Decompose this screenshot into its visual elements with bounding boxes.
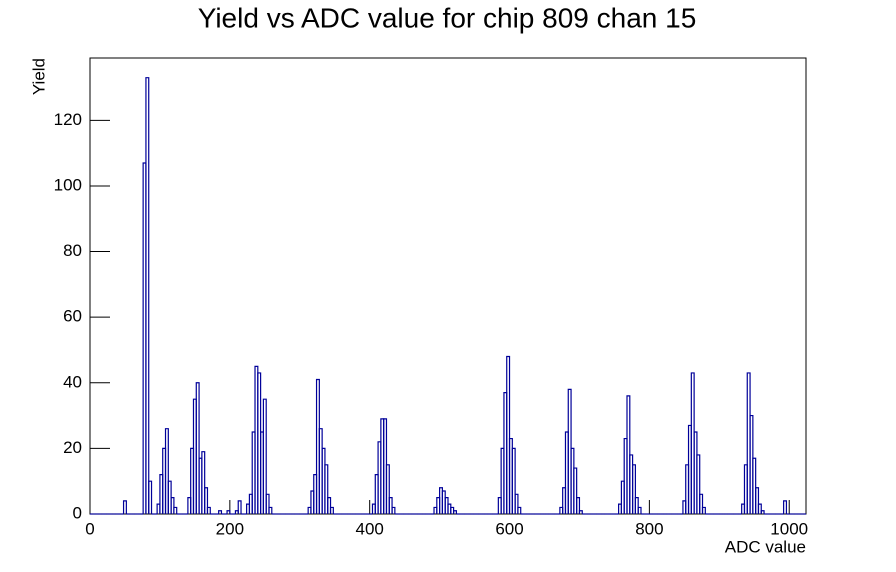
y-axis-label: Yield	[29, 58, 48, 95]
x-tick-label: 800	[635, 519, 663, 538]
histogram-bar	[385, 464, 390, 514]
y-tick-label: 0	[73, 503, 82, 522]
chart-title: Yield vs ADC value for chip 809 chan 15	[198, 2, 697, 33]
histogram-bar	[329, 506, 334, 514]
histogram-bar	[195, 382, 200, 514]
histogram-bar	[783, 500, 788, 514]
histogram-bar	[634, 496, 639, 514]
histogram-bar	[573, 467, 578, 514]
histogram-bar	[268, 506, 273, 514]
histogram-bar	[262, 398, 267, 514]
histogram-bar	[757, 503, 762, 514]
x-axis-label: ADC value	[725, 537, 806, 556]
histogram-bar	[506, 355, 511, 514]
x-tick-label: 200	[216, 519, 244, 538]
histogram-bar	[578, 510, 583, 514]
histogram-bar	[452, 510, 457, 514]
histogram-bar	[760, 510, 765, 514]
histogram-bar	[324, 464, 329, 514]
y-tick-label: 80	[63, 241, 82, 260]
histogram-bar	[173, 506, 178, 514]
histogram-bar	[148, 480, 153, 514]
histogram-bar	[696, 454, 701, 514]
histogram-bar	[327, 496, 332, 514]
x-tick-label: 0	[85, 519, 94, 538]
y-tick-label: 40	[63, 372, 82, 391]
x-tick-label: 1000	[770, 519, 808, 538]
y-tick-label: 120	[54, 110, 82, 129]
histogram-bar	[576, 496, 581, 514]
histogram-bar	[511, 447, 516, 514]
y-tick-label: 100	[54, 175, 82, 194]
histogram-bar	[388, 496, 393, 514]
histogram-bar	[122, 500, 127, 514]
x-tick-label: 400	[356, 519, 384, 538]
histogram-bar	[206, 506, 211, 514]
x-tick-label: 600	[495, 519, 523, 538]
histogram-bar	[631, 464, 636, 514]
histogram-bar	[514, 493, 519, 514]
histogram-bar	[218, 510, 223, 514]
histogram-bar	[237, 500, 242, 514]
histogram-bar	[145, 77, 150, 514]
histogram-bar	[201, 451, 206, 514]
y-tick-label: 20	[63, 438, 82, 457]
histogram-bar	[265, 493, 270, 514]
histogram-bar	[637, 506, 642, 514]
histogram-bar	[755, 487, 760, 514]
histogram-bar	[204, 487, 209, 514]
histogram-bar	[701, 506, 706, 514]
histogram-bar	[164, 428, 169, 514]
histogram-bar	[699, 493, 704, 514]
histogram-bar	[170, 496, 175, 514]
frame	[89, 57, 807, 515]
histogram-bar	[517, 506, 522, 514]
histogram-bar	[226, 510, 231, 514]
y-tick-label: 60	[63, 307, 82, 326]
histogram-bar	[391, 506, 396, 514]
histogram-bar	[752, 457, 757, 514]
